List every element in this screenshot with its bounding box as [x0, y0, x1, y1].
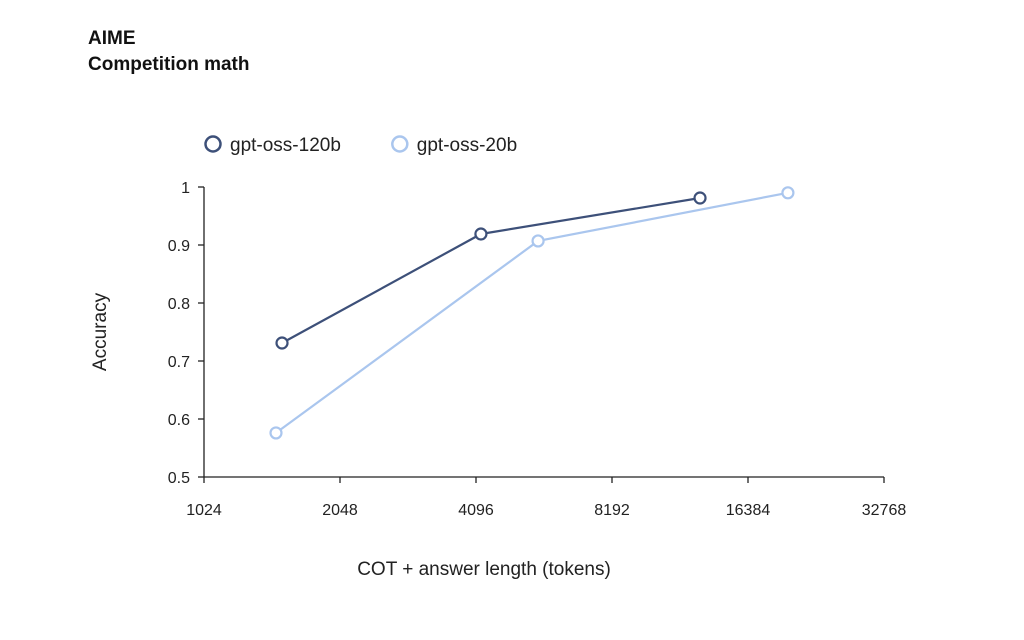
- y-axis-label: Accuracy: [90, 292, 111, 371]
- title-line-2: Competition math: [88, 54, 250, 75]
- legend-label: gpt-oss-120b: [230, 135, 341, 156]
- series-line-gpt-oss-120b: [281, 196, 701, 344]
- data-point: [474, 227, 488, 241]
- legend-marker: [204, 135, 222, 153]
- y-tick-label: 1: [181, 180, 190, 197]
- x-axis-label: COT + answer length (tokens): [357, 559, 611, 580]
- legend-marker: [391, 135, 409, 153]
- x-tick-label: 1024: [186, 502, 222, 519]
- title-line-1: AIME: [88, 28, 136, 49]
- data-point: [693, 191, 707, 205]
- data-point: [275, 336, 289, 350]
- x-tick-label: 4096: [458, 502, 494, 519]
- chart-title: AIME Competition math: [88, 26, 250, 78]
- x-tick-label: 2048: [322, 502, 358, 519]
- data-point: [781, 186, 795, 200]
- x-tick-label: 32768: [862, 502, 907, 519]
- y-tick-label: 0.6: [168, 412, 190, 429]
- data-point: [531, 234, 545, 248]
- y-tick-label: 0.8: [168, 296, 190, 313]
- data-point: [269, 426, 283, 440]
- legend-label: gpt-oss-20b: [417, 135, 517, 156]
- series-line-gpt-oss-20b: [275, 191, 789, 434]
- y-tick-label: 0.5: [168, 470, 190, 487]
- y-tick-label: 0.7: [168, 354, 190, 371]
- x-tick-label: 16384: [726, 502, 771, 519]
- y-tick-label: 0.9: [168, 238, 190, 255]
- x-tick-label: 8192: [594, 502, 630, 519]
